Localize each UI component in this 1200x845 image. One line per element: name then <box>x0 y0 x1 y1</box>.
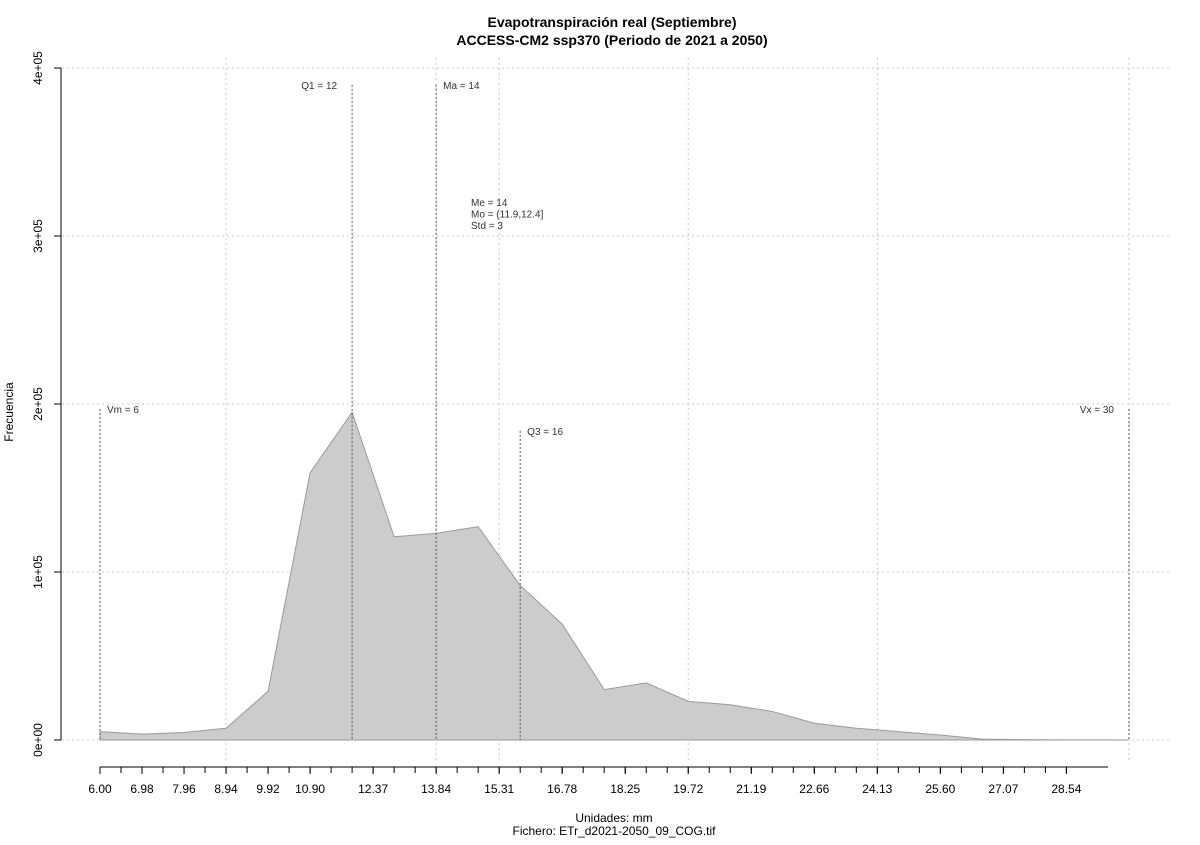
y-tick-label: 1e+05 <box>31 555 45 589</box>
x-tick-label: 8.94 <box>214 782 238 796</box>
x-tick-label: 6.00 <box>88 782 112 796</box>
x-tick-label: 19.72 <box>673 782 703 796</box>
x-tick-label: 10.90 <box>295 782 325 796</box>
y-tick-label: 2e+05 <box>31 387 45 421</box>
x-tick-label: 28.54 <box>1051 782 1081 796</box>
axis-layer: 0e+00 1e+05 2e+05 3e+05 4e+05 6.00 6.98 7.96 8.9… <box>31 51 1108 796</box>
stat-marker-label: Q1 = 12 <box>301 81 337 92</box>
grid-layer <box>62 58 1170 760</box>
stat-marker-label: Q3 = 16 <box>527 427 563 438</box>
x-tick-label: 25.60 <box>925 782 955 796</box>
x-tick-label: 7.96 <box>172 782 196 796</box>
x-axis-title: Unidades: mm <box>575 811 652 825</box>
chart-title: Evapotranspiración real (Septiembre) <box>488 14 737 30</box>
x-tick-label: 16.78 <box>547 782 577 796</box>
stat-marker-label: Vx = 30 <box>1080 405 1115 416</box>
y-axis-title: Frecuencia <box>2 382 16 442</box>
density-area <box>99 411 1130 741</box>
stats-annotation-line: Me = 14 <box>471 198 508 209</box>
x-tick-label: 15.31 <box>484 782 514 796</box>
stats-annotation-line: Std = 3 <box>471 221 503 232</box>
x-tick-label: 22.66 <box>799 782 829 796</box>
x-tick-label: 18.25 <box>610 782 640 796</box>
stat-marker-label: Ma = 14 <box>443 81 480 92</box>
x-tick-label: 21.19 <box>736 782 766 796</box>
file-footer: Fichero: ETr_d2021-2050_09_COG.tif <box>513 824 717 838</box>
x-tick-label: 24.13 <box>862 782 892 796</box>
marker-layer: Vm = 6 Q1 = 12 Ma = 14 Q3 = 16 Vx = 30 <box>99 81 1130 740</box>
stat-marker-label: Vm = 6 <box>107 405 139 416</box>
x-tick-label: 9.92 <box>256 782 280 796</box>
x-tick-label: 13.84 <box>421 782 451 796</box>
y-tick-label: 0e+00 <box>31 723 45 757</box>
chart-subtitle: ACCESS-CM2 ssp370 (Periodo de 2021 a 205… <box>456 32 767 48</box>
x-tick-label: 6.98 <box>130 782 154 796</box>
y-tick-label: 3e+05 <box>31 219 45 253</box>
stats-annotation-line: Mo = (11.9,12.4] <box>471 210 544 221</box>
x-tick-label: 12.37 <box>358 782 388 796</box>
y-tick-label: 4e+05 <box>31 51 45 85</box>
area-layer <box>99 411 1130 741</box>
x-tick-label: 27.07 <box>988 782 1018 796</box>
